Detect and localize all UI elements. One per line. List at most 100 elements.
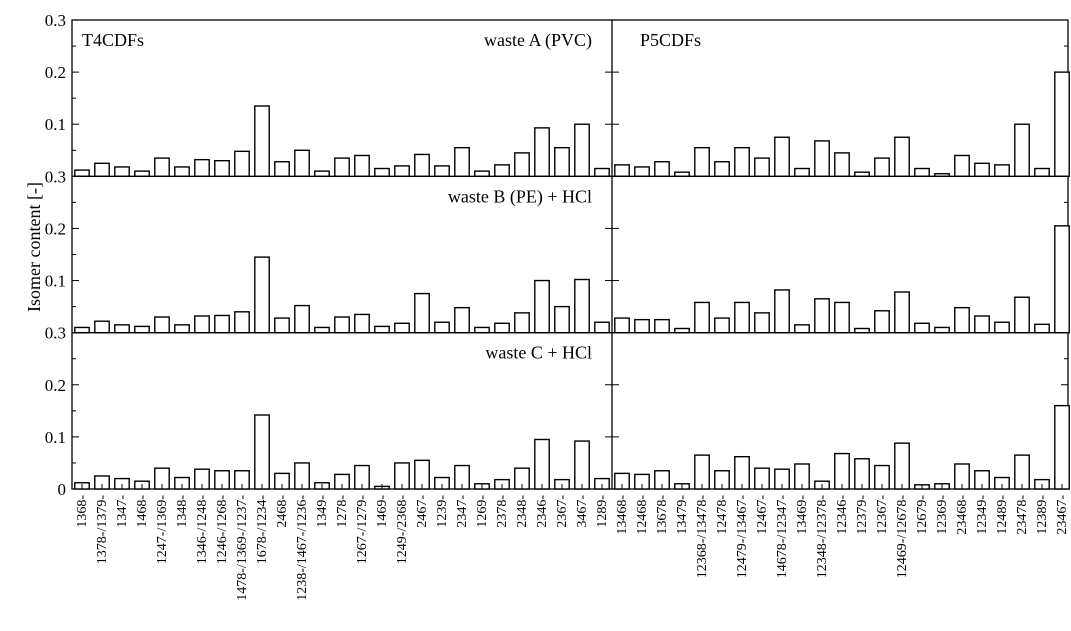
x-tick-label: 1267-/1279- [355,495,370,565]
x-tick-label: 2346- [535,495,550,528]
bar-t4cdfs-16 [374,167,390,178]
bar-t4cdfs-19 [434,165,450,178]
bar-t4cdfs-13 [314,326,330,334]
bar-t4cdfs-27 [594,321,610,334]
y-tick-label: 0.2 [45,63,66,82]
bar-p5cdfs-18 [954,154,970,178]
bar-t4cdfs-15 [354,313,370,334]
bar-t4cdfs-6 [174,166,190,178]
x-tick-label: 12349- [975,495,990,535]
bar-p5cdfs-1 [614,164,630,178]
bar-t4cdfs-23 [514,152,530,178]
bar-p5cdfs-11 [814,140,830,178]
bar-t4cdfs-6 [174,324,190,334]
bar-p5cdfs-8 [754,157,770,178]
bar-t4cdfs-24 [534,127,550,178]
x-tick-label: 23478- [1015,495,1030,535]
x-tick-label: 1368- [75,495,90,528]
bar-p5cdfs-7 [734,301,750,334]
bar-p5cdfs-3 [654,161,670,178]
bar-t4cdfs-5 [154,157,170,178]
bar-p5cdfs-19 [974,162,990,178]
row-label: waste C + HCl [485,343,592,363]
x-tick-label: 12468- [635,495,650,535]
bar-p5cdfs-6 [714,317,730,334]
x-tick-label: 1278- [335,495,350,528]
bar-t4cdfs-21 [474,326,490,334]
x-tick-label: 3467- [575,495,590,528]
bar-p5cdfs-17 [934,326,950,334]
bar-t4cdfs-1 [74,326,90,334]
bar-t4cdfs-19 [434,321,450,334]
bar-p5cdfs-12 [834,301,850,334]
row-label: waste B (PE) + HCl [448,186,592,207]
bar-p5cdfs-21 [1014,123,1030,178]
bar-t4cdfs-25 [554,146,570,178]
x-tick-label: 2347- [455,495,470,528]
x-tick-label: 13469- [795,495,810,535]
x-tick-label: 1246-/1268- [215,495,230,565]
bar-p5cdfs-8 [754,312,770,334]
x-tick-label: 1247-/1369- [155,495,170,565]
x-tick-label: 13468- [615,495,630,535]
x-tick-label: 13678- [655,495,670,535]
bar-p5cdfs-22 [1034,167,1050,178]
bar-p5cdfs-23 [1054,404,1070,490]
x-tick-label: 12479-/13467- [735,495,750,579]
x-tick-label: 1678-/1234- [255,495,270,565]
bar-p5cdfs-12 [834,452,850,490]
bar-p5cdfs-3 [654,318,670,334]
bar-t4cdfs-22 [494,164,510,178]
bar-p5cdfs-10 [794,167,810,178]
bar-t4cdfs-1 [74,169,90,178]
bar-t4cdfs-13 [314,170,330,178]
y-tick-label: 0.2 [45,219,66,238]
bar-t4cdfs-21 [474,170,490,178]
x-tick-label: 1378-/1379- [95,495,110,565]
x-tick-label: 2348- [515,495,530,528]
bar-t4cdfs-17 [394,165,410,178]
x-tick-label: 12478- [715,495,730,535]
x-tick-label: 1269- [475,495,490,528]
bar-p5cdfs-15 [894,442,910,490]
x-tick-label: 1347- [115,495,130,528]
group-label-t4cdfs: T4CDFs [82,30,144,50]
x-tick-label: 12679- [915,495,930,535]
bar-t4cdfs-15 [354,154,370,178]
bar-p5cdfs-1 [614,317,630,334]
bar-t4cdfs-14 [334,157,350,178]
x-tick-label: 2467- [415,495,430,528]
bar-t4cdfs-3 [114,324,130,334]
group-label-p5cdfs: P5CDFs [640,30,701,50]
bar-t4cdfs-9 [234,311,250,334]
bar-t4cdfs-22 [494,322,510,334]
plot-area: 0.1 0.2 0.3 T4CDFs P5CDFs waste A (PVC) 0.1 0.2… [45,11,1070,601]
x-tick-label: 1289- [595,495,610,528]
bar-t4cdfs-17 [394,322,410,334]
x-tick-label: 2468- [275,495,290,528]
bar-p5cdfs-18 [954,306,970,334]
bar-p5cdfs-2 [634,318,650,334]
bar-t4cdfs-12 [294,149,310,178]
bar-t4cdfs-7 [194,158,210,178]
bar-t4cdfs-18 [414,292,430,334]
y-tick-label: 0.1 [45,272,66,291]
x-tick-label: 2378- [495,495,510,528]
bar-p5cdfs-2 [634,166,650,178]
bar-p5cdfs-20 [994,164,1010,178]
bar-t4cdfs-2 [94,320,110,334]
bar-p5cdfs-20 [994,321,1010,334]
x-tick-label: 14678-/12347- [775,495,790,579]
bar-t4cdfs-16 [374,325,390,334]
bar-t4cdfs-4 [134,325,150,334]
x-tick-label: 1468- [135,495,150,528]
x-tick-label: 12489- [995,495,1010,535]
x-tick-label: 1349- [315,495,330,528]
x-tick-label: 12467- [755,495,770,535]
x-tick-label: 2367- [555,495,570,528]
bar-t4cdfs-24 [534,438,550,490]
x-tick-label: 1238-/1467-/1236- [295,495,310,601]
x-tick-label: 23467- [1055,495,1070,535]
bar-p5cdfs-23 [1054,71,1070,178]
y-tick-label: 0.2 [45,376,66,395]
